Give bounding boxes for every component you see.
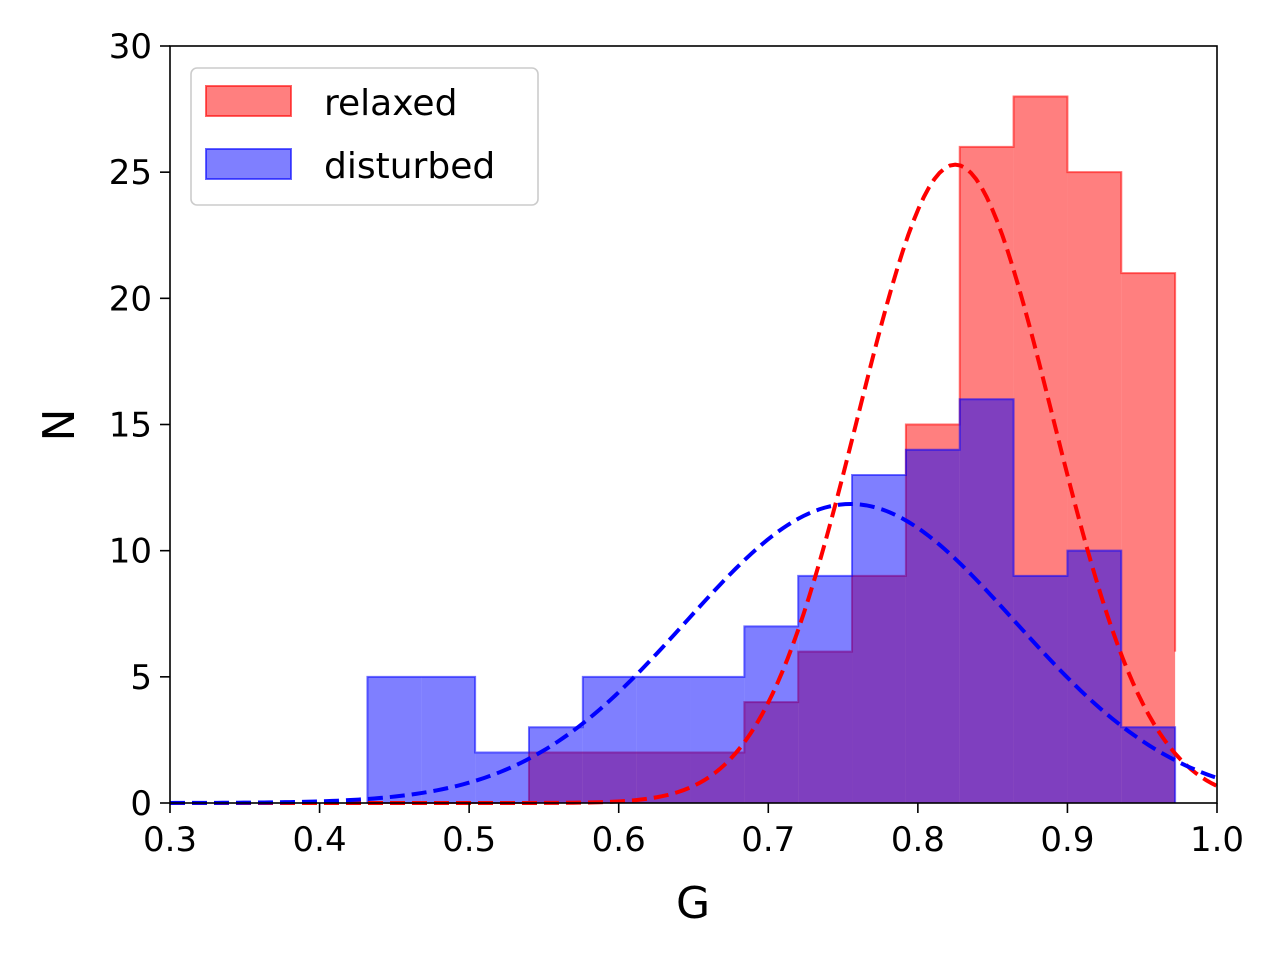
bar-disturbed-12: [1013, 575, 1068, 803]
bar-disturbed-5: [636, 676, 691, 803]
x-tick-label: 0.5: [442, 820, 496, 860]
bar-disturbed-11: [959, 399, 1014, 803]
x-tick-label: 0.4: [293, 820, 347, 860]
x-tick-label: 0.3: [143, 820, 197, 860]
bar-disturbed-10: [905, 449, 960, 803]
fit-curve-disturbed: [169, 501, 1218, 805]
x-tick-label: 0.6: [592, 820, 646, 860]
x-tick-label: 0.9: [1040, 820, 1094, 860]
legend-label-disturbed: disturbed: [324, 146, 495, 187]
bar-disturbed-9: [852, 474, 906, 803]
y-tick-label: 15: [109, 406, 152, 446]
x-tick-label: 0.8: [891, 820, 945, 860]
x-axis-label: G: [676, 878, 710, 929]
legend: relaxed disturbed: [190, 67, 539, 206]
legend-label-relaxed: relaxed: [324, 83, 457, 124]
y-tick-label: 5: [130, 658, 152, 698]
x-tick-label: 1.0: [1190, 820, 1244, 860]
x-tick-label: 0.7: [741, 820, 795, 860]
y-tick-label: 20: [109, 279, 152, 319]
y-axis-label: N: [34, 409, 85, 442]
legend-swatch-disturbed: [205, 148, 292, 180]
bar-disturbed-3: [528, 727, 583, 803]
bar-disturbed-13: [1067, 550, 1122, 803]
outline-disturbed: [366, 398, 1177, 803]
y-tick-label: 0: [130, 784, 152, 824]
bar-disturbed-8: [798, 575, 853, 803]
bar-disturbed-14: [1121, 727, 1176, 803]
y-tick-label: 10: [109, 532, 152, 572]
bar-disturbed-0: [367, 676, 422, 803]
y-tick-label: 25: [109, 153, 152, 193]
legend-swatch-relaxed: [205, 85, 292, 117]
y-tick-label: 30: [109, 27, 152, 67]
plot-area: [169, 95, 1218, 805]
bar-relaxed-14: [1121, 273, 1176, 804]
bar-disturbed-4: [582, 676, 637, 803]
axes-ticks: 0.3 0.4 0.5 0.6 0.7 0.8 0.9 1.0 0 5 10 15 20 25 30: [109, 27, 1244, 860]
